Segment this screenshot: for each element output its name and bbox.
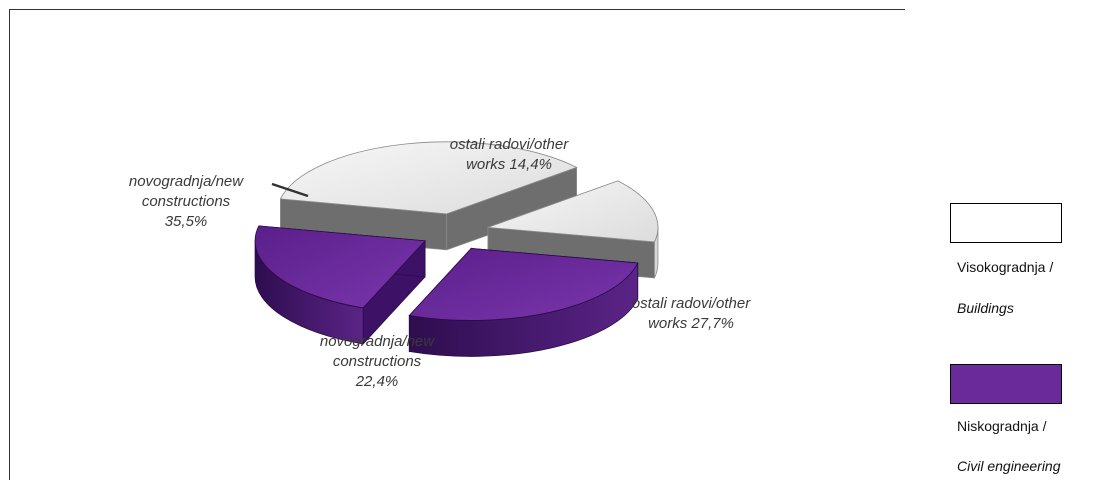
label-civil-new-constructions-line: constructions — [333, 353, 422, 370]
label-civil-other-works-line: works 27,7% — [648, 315, 734, 332]
legend-swatch-civil-engineering — [950, 364, 1062, 404]
slice-buildings-other-works — [487, 180, 659, 243]
slice-civil-new-constructions — [254, 225, 426, 309]
slice-civil-other-works — [408, 248, 639, 321]
label-buildings-new-constructions: novogradnja/new constructions 35,5% — [129, 173, 244, 230]
legend-label-civil-engineering-local: Niskogradnja / — [957, 418, 1047, 434]
label-buildings-new-constructions-line: 35,5% — [165, 213, 208, 230]
legend-label-civil-engineering-en: Civil engineering — [957, 458, 1061, 474]
label-buildings-new-constructions-line: constructions — [142, 193, 231, 210]
chart-frame — [9, 9, 905, 480]
legend-swatch-buildings — [950, 203, 1062, 243]
pie-chart: novogradnja/new constructions 35,5% ostali … — [129, 136, 751, 390]
label-buildings-other-works-line: ostali radovi/other — [450, 136, 569, 153]
label-buildings-other-works: ostali radovi/other works 14,4% — [450, 136, 569, 173]
label-civil-new-constructions-line: novogradnja/new — [320, 333, 435, 350]
label-civil-other-works: ostali radovi/other works 27,7% — [632, 295, 751, 332]
label-civil-new-constructions-line: 22,4% — [355, 373, 399, 390]
slice-buildings-new-constructions — [279, 141, 578, 215]
label-buildings-other-works-line: works 14,4% — [466, 156, 552, 173]
leader-line — [271, 182, 309, 198]
label-buildings-new-constructions-line: novogradnja/new — [129, 173, 244, 190]
legend-label-buildings-en: Buildings — [957, 300, 1014, 316]
label-civil-other-works-line: ostali radovi/other — [632, 295, 751, 312]
legend-label-buildings-local: Visokogradnja / — [957, 259, 1054, 275]
label-civil-new-constructions: novogradnja/new constructions 22,4% — [320, 333, 435, 390]
